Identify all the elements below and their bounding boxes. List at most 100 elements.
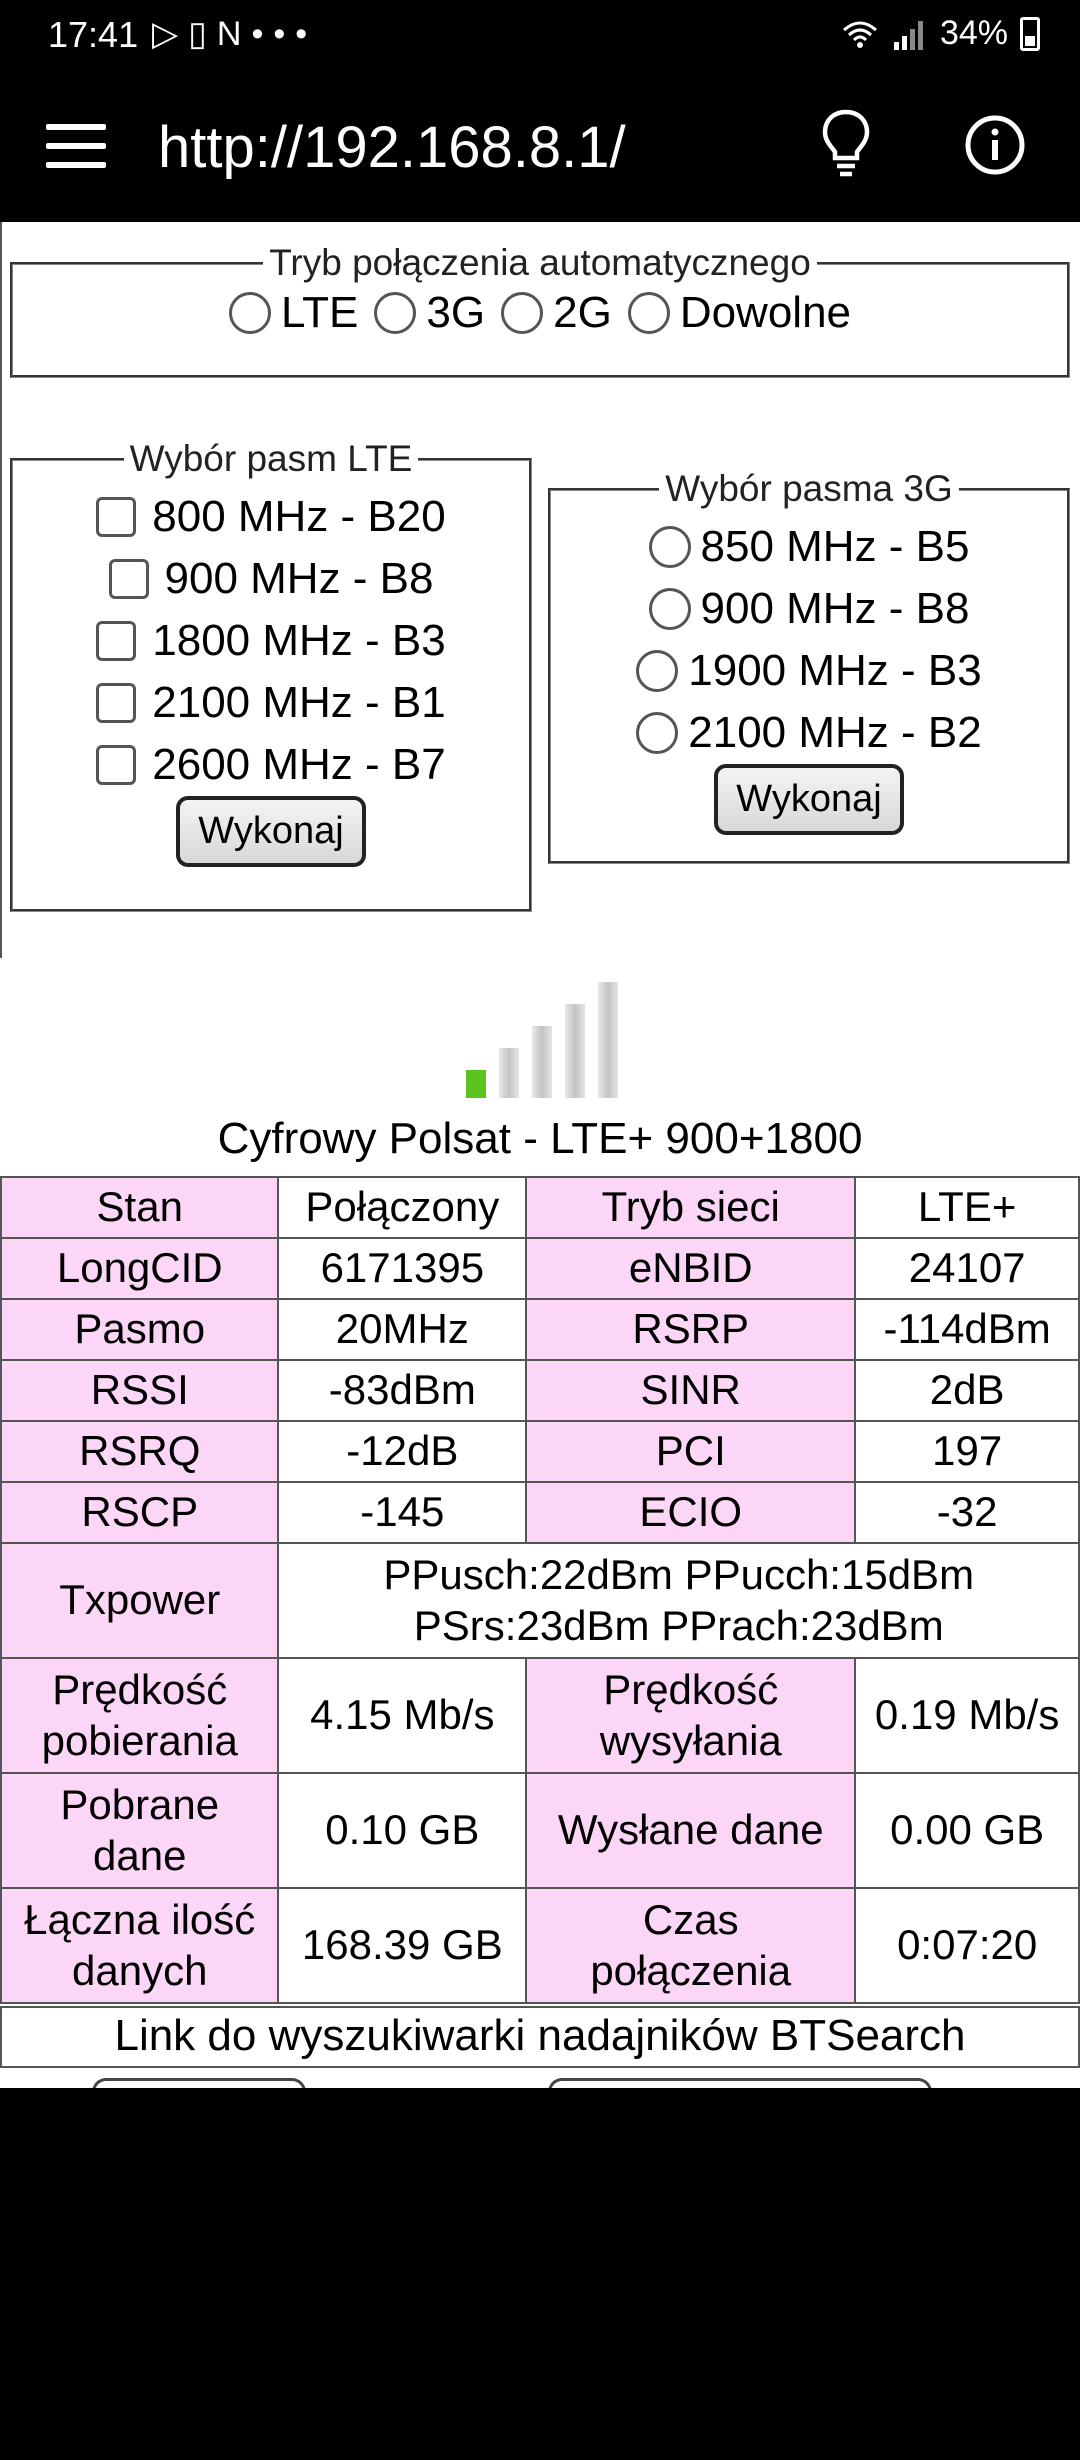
lightbulb-icon[interactable] [820,108,872,178]
lte-band-b20[interactable]: 800 MHz - B20 [96,486,446,548]
partial-button[interactable] [92,2078,306,2088]
stat-value: 0.00 GB [854,1772,1080,1889]
3g-execute-button[interactable]: Wykonaj [714,764,904,835]
3g-band-b5[interactable]: 850 MHz - B5 [648,516,969,578]
lte-bands-legend: Wybór pasm LTE [129,438,413,479]
stat-label: LongCID [0,1237,280,1300]
status-time: 17:41 [48,14,139,55]
signal-bar-active [466,1070,486,1098]
lte-execute-button[interactable]: Wykonaj [176,796,366,867]
connection-mode-group: Tryb połączenia automatycznego LTE 3G 2G… [10,242,1070,378]
stat-label: ECIO [525,1481,857,1544]
checkbox[interactable] [96,683,137,723]
stat-label: Prędkość pobierania [0,1657,280,1774]
status-bar: 17:41 ▷▯N••• 34% [0,0,1080,72]
checkbox[interactable] [108,559,149,599]
hamburger-menu-icon[interactable] [46,124,106,168]
stat-value: -114dBm [854,1298,1080,1361]
checkbox[interactable] [96,621,137,661]
table-row: RSSI -83dBm SINR 2dB [0,1359,1080,1422]
stat-value: 0.19 Mb/s [854,1657,1080,1774]
more-dots-icon: ••• [251,15,318,53]
txpower-line: PPusch:22dBm PPucch:15dBm [383,1551,975,1599]
battery-icon [1020,16,1040,51]
3g-band-b3[interactable]: 1900 MHz - B3 [636,640,982,702]
stats-table: Stan Połączony Tryb sieci LTE+ LongCID 6… [0,1176,1080,2004]
signal-bar-inactive [532,1026,552,1098]
radio-button[interactable] [636,650,679,692]
partial-button[interactable] [548,2078,932,2088]
stat-value: -12dB [277,1420,528,1483]
lte-band-b1[interactable]: 2100 MHz - B1 [96,672,446,734]
play-store-icon: ▷ [152,15,189,53]
page-url: http://192.168.8.1/ [158,115,626,180]
lte-band-b8[interactable]: 900 MHz - B8 [108,548,433,610]
checkbox[interactable] [96,497,137,537]
stat-label: RSRQ [0,1420,280,1483]
radio-button[interactable] [501,292,544,334]
netflix-icon: N [216,15,252,53]
status-right: 34% [840,14,1040,53]
3g-bands-group: Wybór pasma 3G 850 MHz - B5 900 MHz - B8… [548,468,1070,864]
wifi-icon [842,21,877,48]
radio-button[interactable] [648,588,691,630]
stat-value: 0.10 GB [277,1772,528,1889]
table-row: RSCP -145 ECIO -32 [0,1481,1080,1544]
radio-button[interactable] [636,712,679,754]
stat-label: Pobrane dane [0,1772,280,1889]
stat-label: Czas połączenia [525,1887,857,2004]
table-row: Prędkość pobierania 4.15 Mb/s Prędkość wys… [0,1657,1080,1774]
stat-label: Pasmo [0,1298,280,1361]
stat-label: SINR [525,1359,857,1422]
stat-label: eNBID [525,1237,857,1300]
stat-value: -32 [854,1481,1080,1544]
stat-value: 24107 [854,1237,1080,1300]
radio-button[interactable] [648,526,691,568]
stat-value: LTE+ [854,1176,1080,1239]
txpower-line: PSrs:23dBm PPrach:23dBm [413,1601,944,1649]
stat-label: Wysłane dane [525,1772,857,1889]
mode-option-lte[interactable]: LTE [228,288,358,338]
lte-band-b7[interactable]: 2600 MHz - B7 [96,734,446,796]
signal-bar-inactive [499,1048,519,1098]
signal-strength-icon [466,982,618,1098]
app-toolbar: http://192.168.8.1/ [0,72,1080,222]
mode-option-any[interactable]: Dowolne [627,288,851,338]
battery-saver-icon: ▯ [188,15,217,53]
radio-button[interactable] [627,292,670,334]
radio-button[interactable] [374,292,417,334]
stat-value: 20MHz [277,1298,528,1361]
battery-percent: 34% [939,14,1008,52]
connection-mode-legend: Tryb połączenia automatycznego [269,242,811,283]
stat-value: 6171395 [277,1237,528,1300]
3g-band-b8[interactable]: 900 MHz - B8 [648,578,969,640]
stat-label: Tryb sieci [525,1176,857,1239]
3g-bands-legend: Wybór pasma 3G [665,468,953,509]
cell-signal-icon [893,20,923,50]
notification-icons: ▷▯N••• [152,14,317,54]
stat-label: RSSI [0,1359,280,1422]
stat-value: 168.39 GB [277,1887,528,2004]
3g-band-b2[interactable]: 2100 MHz - B2 [636,702,982,764]
lte-band-b3[interactable]: 1800 MHz - B3 [96,610,446,672]
table-row: RSRQ -12dB PCI 197 [0,1420,1080,1483]
stat-value: 4.15 Mb/s [277,1657,528,1774]
mode-option-3g[interactable]: 3G [374,288,485,338]
stat-value: 2dB [854,1359,1080,1422]
stat-label: Łączna ilość danych [0,1887,280,2004]
table-row: Stan Połączony Tryb sieci LTE+ [0,1176,1080,1239]
mode-option-2g[interactable]: 2G [501,288,612,338]
signal-bar-inactive [598,982,618,1098]
stat-value: PPusch:22dBm PPucch:15dBm PSrs:23dBm PPr… [277,1542,1080,1659]
router-page: Tryb połączenia automatycznego LTE 3G 2G… [0,222,1080,2088]
table-row: Pasmo 20MHz RSRP -114dBm [0,1298,1080,1361]
signal-bar-inactive [565,1004,585,1098]
stat-label: Txpower [0,1542,280,1659]
stat-label: Stan [0,1176,280,1239]
info-icon[interactable] [964,114,1026,176]
stat-label: RSRP [525,1298,857,1361]
btsearch-link[interactable]: Link do wyszukiwarki nadajników BTSearch [0,2006,1080,2068]
checkbox[interactable] [96,745,137,785]
stat-value: Połączony [277,1176,528,1239]
radio-button[interactable] [228,292,271,334]
